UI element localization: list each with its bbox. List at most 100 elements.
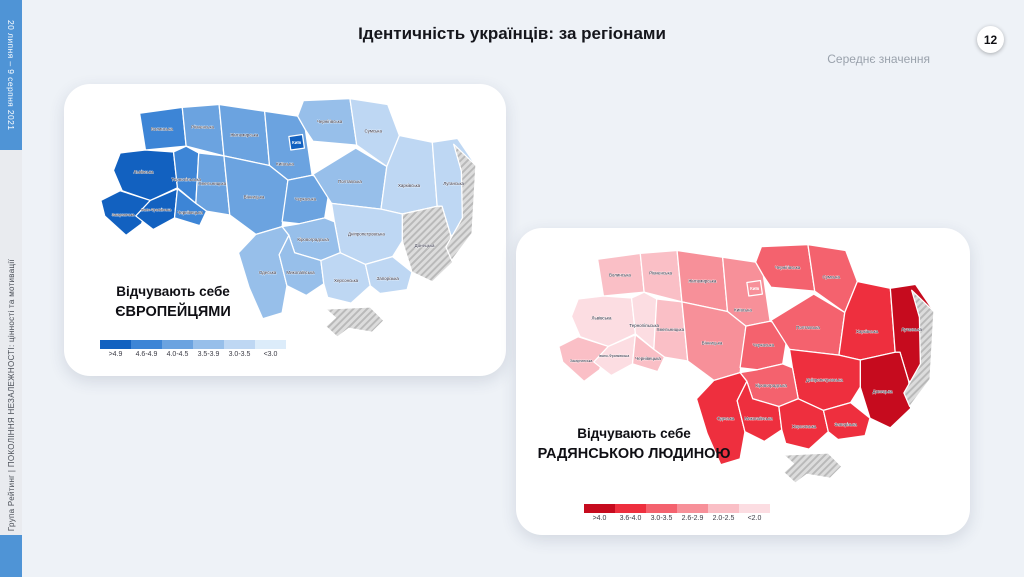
region-kherson — [778, 398, 829, 450]
ukraine-map-feel-soviet: Волинська Рівненська Житомирська Київськ… — [558, 244, 935, 484]
region-label: Івано-Франківська — [599, 354, 629, 358]
european-map-slot: Волинська Рівненська Житомирська Київськ… — [70, 88, 500, 340]
region-label: Миколаївська — [744, 416, 773, 421]
caption-line1: Відчувають себе — [577, 426, 691, 441]
region-label: Рівненська — [649, 271, 672, 276]
region-label: Черкаська — [295, 196, 317, 201]
region-label: Львівська — [134, 169, 154, 174]
region-label: Чернівецька — [177, 210, 203, 215]
region-label: Харківська — [856, 329, 879, 334]
region-label: Закарпатська — [570, 359, 593, 363]
date-ribbon: 20 липня – 9 серпня 2021 — [0, 0, 22, 150]
region-khmelnytskyi — [653, 298, 689, 362]
legend-item: <3.0 — [255, 340, 286, 358]
region-occupied-east — [903, 289, 935, 408]
region-label: Київська — [734, 308, 752, 313]
legend-swatch — [739, 504, 770, 513]
region-label: Хмельницька — [657, 327, 685, 332]
ribbon-accent — [0, 535, 22, 577]
legend-item: <2.0 — [739, 504, 770, 522]
legend-item: 4.6-4.9 — [131, 340, 162, 358]
region-kherson — [320, 252, 371, 304]
region-crimea — [783, 452, 843, 484]
region-label: Полтавська — [338, 179, 362, 184]
legend-swatch — [615, 504, 646, 513]
legend-swatch — [677, 504, 708, 513]
date-ribbon-text: 20 липня – 9 серпня 2021 — [6, 19, 16, 131]
legend-swatch — [162, 340, 193, 349]
european-map-caption: Відчувають себе ЄВРОПЕЙЦЯМИ — [88, 284, 258, 321]
soviet-map-slot: Волинська Рівненська Житомирська Київськ… — [526, 234, 960, 486]
legend-label: 3.5-3.9 — [197, 351, 220, 358]
region-label: Івано-Франківська — [141, 208, 171, 212]
region-label: Київ — [750, 286, 759, 291]
region-label: Миколаївська — [286, 270, 315, 275]
region-crimea — [325, 306, 385, 338]
average-value-note: Середнє значення — [827, 52, 930, 66]
legend-swatch — [646, 504, 677, 513]
legend-label: 3.6-4.0 — [619, 515, 642, 522]
legend-label: <2.0 — [747, 515, 762, 522]
legend-label: >4.9 — [108, 351, 123, 358]
region-label: Київ — [292, 140, 301, 145]
region-label: Запорізька — [835, 422, 858, 427]
ukraine-map-feel-european: Волинська Рівненська Житомирська Київськ… — [100, 98, 477, 338]
region-label: Житомирська — [230, 132, 259, 137]
region-occupied-east — [445, 143, 477, 262]
legend-item: 3.0-3.5 — [224, 340, 255, 358]
region-label: Одеська — [717, 416, 735, 421]
footer-ribbon-text: Група Рейтинг | ПОКОЛІННЯ НЕЗАЛЕЖНОСТІ: … — [6, 258, 16, 531]
region-mykolaiv — [736, 380, 783, 443]
legend-label: <3.0 — [263, 351, 278, 358]
page-number-badge: 12 — [977, 26, 1004, 53]
legend-label: 4.0-4.5 — [166, 351, 189, 358]
soviet-map-legend: >4.0 3.6-4.0 3.0-3.5 2.6-2.9 2.0-2.5 <2.0 — [584, 504, 770, 522]
legend-swatch — [100, 340, 131, 349]
region-label: Чернігівська — [775, 265, 801, 270]
legend-swatch — [708, 504, 739, 513]
legend-item: 2.0-2.5 — [708, 504, 739, 522]
legend-item: 2.6-2.9 — [677, 504, 708, 522]
region-label: Київська — [276, 162, 294, 167]
region-label: Дніпропетровська — [806, 377, 843, 382]
legend-swatch — [131, 340, 162, 349]
caption-line2: РАДЯНСЬКОЮ ЛЮДИНОЮ — [537, 445, 731, 462]
legend-item: >4.0 — [584, 504, 615, 522]
region-label: Вінницька — [702, 340, 723, 345]
region-khmelnytskyi — [195, 152, 231, 216]
region-label: Житомирська — [688, 278, 717, 283]
legend-swatch — [255, 340, 286, 349]
region-label: Тернопільська — [171, 177, 201, 182]
region-ivano-frankivsk — [135, 188, 179, 231]
region-label: Черкаська — [753, 342, 775, 347]
european-map-card: Волинська Рівненська Житомирська Київськ… — [64, 84, 506, 376]
legend-swatch — [193, 340, 224, 349]
region-label: Луганська — [443, 181, 464, 186]
legend-item: >4.9 — [100, 340, 131, 358]
region-kyiv-city — [746, 279, 764, 297]
region-label: Донецька — [873, 389, 893, 394]
legend-item: 3.5-3.9 — [193, 340, 224, 358]
legend-item: 3.6-4.0 — [615, 504, 646, 522]
legend-label: >4.0 — [592, 515, 607, 522]
region-odesa — [695, 371, 748, 466]
region-kyiv-city — [288, 133, 306, 151]
region-label: Сумська — [822, 275, 840, 280]
region-zaporizhzhia — [822, 402, 871, 441]
region-zaporizhzhia — [364, 256, 413, 295]
legend-label: 2.6-2.9 — [681, 515, 704, 522]
region-label: Рівненська — [191, 125, 214, 130]
region-label: Тернопільська — [629, 323, 659, 328]
region-label: Харківська — [398, 183, 421, 188]
left-ribbon: 20 липня – 9 серпня 2021 Група Рейтинг |… — [0, 0, 22, 577]
legend-label: 2.0-2.5 — [712, 515, 735, 522]
legend-item: 4.0-4.5 — [162, 340, 193, 358]
region-label: Полтавська — [796, 325, 820, 330]
page-title: Ідентичність українців: за регіонами — [358, 24, 666, 43]
footer-ribbon: Група Рейтинг | ПОКОЛІННЯ НЕЗАЛЕЖНОСТІ: … — [0, 150, 22, 535]
legend-label: 4.6-4.9 — [135, 351, 158, 358]
region-label: Луганська — [901, 327, 922, 332]
region-label: Львівська — [592, 315, 612, 320]
region-label: Сумська — [364, 129, 382, 134]
